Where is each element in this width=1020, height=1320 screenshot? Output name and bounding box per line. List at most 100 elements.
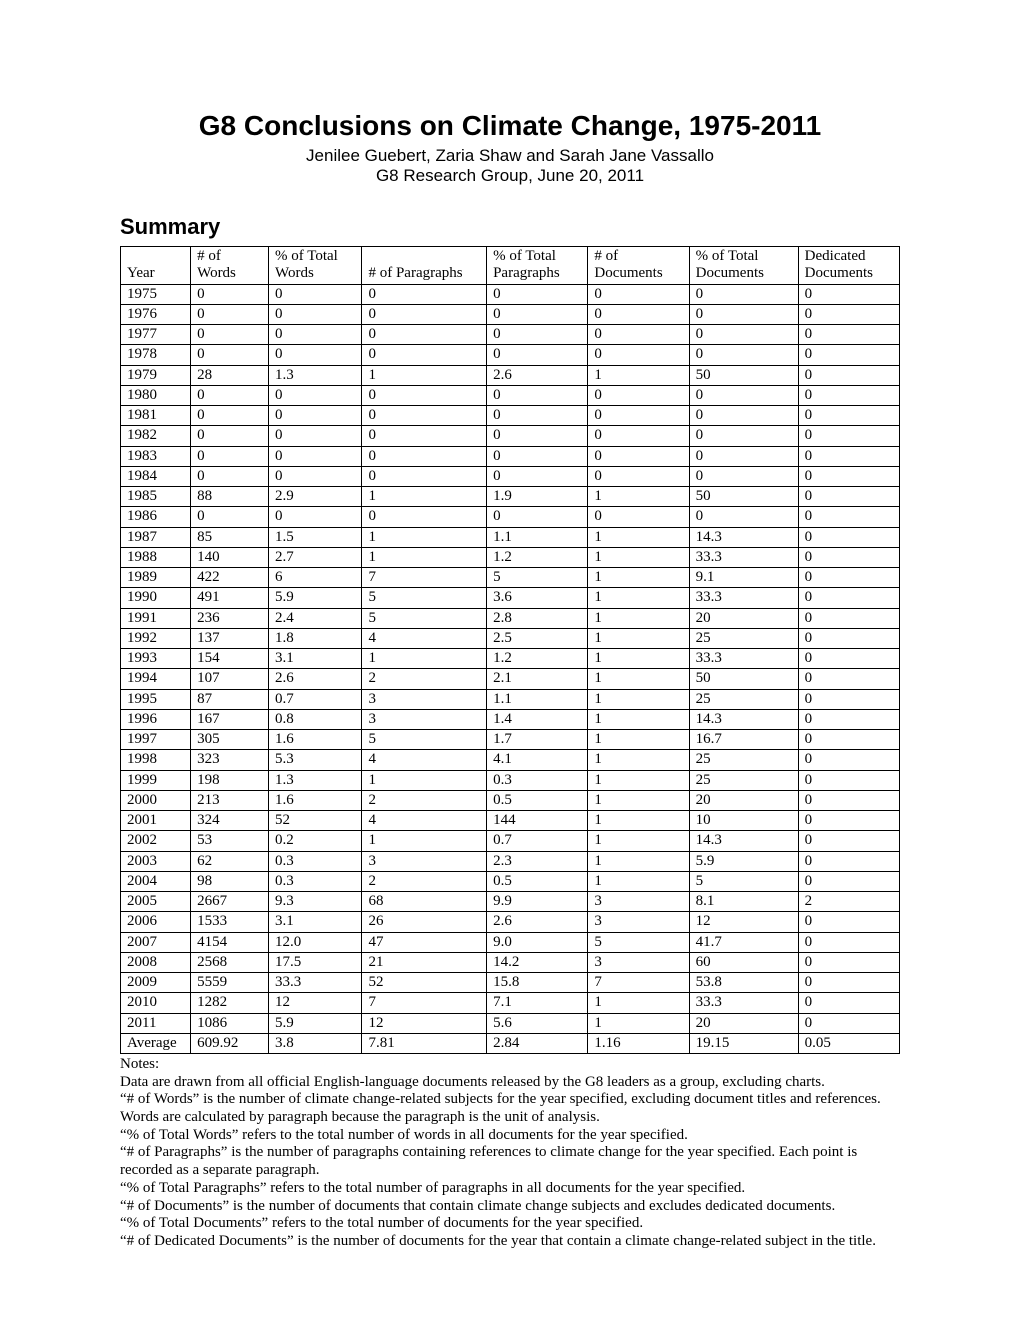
table-cell: 0: [798, 365, 899, 385]
table-cell: 1999: [121, 770, 191, 790]
table-cell: 5.6: [487, 1013, 588, 1033]
table-cell: 0: [191, 466, 269, 486]
table-cell: 2: [362, 871, 487, 891]
table-cell: 0.7: [487, 831, 588, 851]
table-cell: 20: [689, 1013, 798, 1033]
table-cell: 1: [588, 811, 689, 831]
notes-line: “% of Total Documents” refers to the tot…: [120, 1215, 900, 1233]
document-page: G8 Conclusions on Climate Change, 1975-2…: [0, 0, 1020, 1320]
table-cell: 1: [588, 649, 689, 669]
column-header: # ofWords: [191, 247, 269, 285]
table-cell: 0: [798, 507, 899, 527]
table-cell: 0: [689, 446, 798, 466]
table-cell: 2: [362, 790, 487, 810]
table-cell: 1.1: [487, 689, 588, 709]
table-cell: 50: [689, 669, 798, 689]
table-cell: 33.3: [689, 649, 798, 669]
notes-line: “% of Total Paragraphs” refers to the to…: [120, 1180, 900, 1198]
table-cell: 1989: [121, 568, 191, 588]
table-cell: 85: [191, 527, 269, 547]
table-body: 1975000000019760000000197700000001978000…: [121, 284, 900, 1054]
table-cell: 1: [588, 689, 689, 709]
table-cell: 1980: [121, 385, 191, 405]
table-row: 200526679.3689.938.12: [121, 892, 900, 912]
table-header-row: Year# ofWords% of TotalWords# of Paragra…: [121, 247, 900, 285]
column-header: # ofDocuments: [588, 247, 689, 285]
table-cell: 2005: [121, 892, 191, 912]
table-cell: 2.1: [487, 669, 588, 689]
table-cell: 14.2: [487, 952, 588, 972]
table-cell: 1: [588, 608, 689, 628]
table-cell: 2000: [121, 790, 191, 810]
table-cell: 0: [798, 871, 899, 891]
table-cell: 52: [362, 973, 487, 993]
table-cell: 0: [269, 345, 362, 365]
table-cell: 15.8: [487, 973, 588, 993]
table-cell: 0: [362, 466, 487, 486]
table-cell: 5: [362, 588, 487, 608]
table-cell: 5.9: [269, 1013, 362, 1033]
table-cell: 9.9: [487, 892, 588, 912]
table-cell: 2001: [121, 811, 191, 831]
table-row: 19991981.310.31250: [121, 770, 900, 790]
table-cell: 0: [487, 345, 588, 365]
table-cell: 0: [362, 284, 487, 304]
table-cell: 21: [362, 952, 487, 972]
table-cell: 3.1: [269, 649, 362, 669]
table-cell: 1975: [121, 284, 191, 304]
table-cell: 0: [269, 466, 362, 486]
table-cell: 1282: [191, 993, 269, 1013]
table-cell: 2002: [121, 831, 191, 851]
table-cell: 0: [798, 385, 899, 405]
table-cell: 2010: [121, 993, 191, 1013]
table-cell: 1.8: [269, 628, 362, 648]
table-cell: 0: [689, 466, 798, 486]
table-cell: 0: [798, 547, 899, 567]
table-cell: 12.0: [269, 932, 362, 952]
table-cell: 2007: [121, 932, 191, 952]
table-cell: 2.5: [487, 628, 588, 648]
table-row: 19780000000: [121, 345, 900, 365]
table-cell: 0: [487, 507, 588, 527]
table-cell: 3: [588, 912, 689, 932]
table-cell: 10: [689, 811, 798, 831]
table-cell: 0: [588, 385, 689, 405]
table-cell: 7.81: [362, 1033, 487, 1053]
table-row: 2002530.210.7114.30: [121, 831, 900, 851]
table-cell: 0.5: [487, 790, 588, 810]
table-cell: 0: [269, 304, 362, 324]
table-cell: 1983: [121, 446, 191, 466]
table-cell: 2.6: [269, 669, 362, 689]
table-cell: 0.3: [487, 770, 588, 790]
table-cell: 0: [191, 507, 269, 527]
table-cell: 0: [191, 426, 269, 446]
table-row: 19912362.452.81200: [121, 608, 900, 628]
table-cell: 0: [362, 325, 487, 345]
table-cell: 4: [362, 628, 487, 648]
table-cell: 1: [588, 730, 689, 750]
table-cell: 1.6: [269, 790, 362, 810]
table-cell: 1985: [121, 487, 191, 507]
table-cell: 0: [588, 345, 689, 365]
table-row: 2008256817.52114.23600: [121, 952, 900, 972]
table-cell: 2008: [121, 952, 191, 972]
table-cell: 0: [588, 304, 689, 324]
table-cell: 28: [191, 365, 269, 385]
table-cell: 0: [689, 426, 798, 446]
table-cell: 9.0: [487, 932, 588, 952]
table-cell: 1993: [121, 649, 191, 669]
table-cell: 0: [798, 628, 899, 648]
table-cell: 1984: [121, 466, 191, 486]
table-cell: 0: [362, 385, 487, 405]
table-cell: 0: [487, 406, 588, 426]
table-cell: 14.3: [689, 527, 798, 547]
table-cell: 5: [487, 568, 588, 588]
table-cell: 1.2: [487, 547, 588, 567]
table-row: 2007415412.0479.0541.70: [121, 932, 900, 952]
table-cell: 2009: [121, 973, 191, 993]
table-cell: 1: [588, 588, 689, 608]
table-cell: 12: [362, 1013, 487, 1033]
table-cell: 7: [588, 973, 689, 993]
table-row: 19921371.842.51250: [121, 628, 900, 648]
table-cell: 33.3: [689, 547, 798, 567]
